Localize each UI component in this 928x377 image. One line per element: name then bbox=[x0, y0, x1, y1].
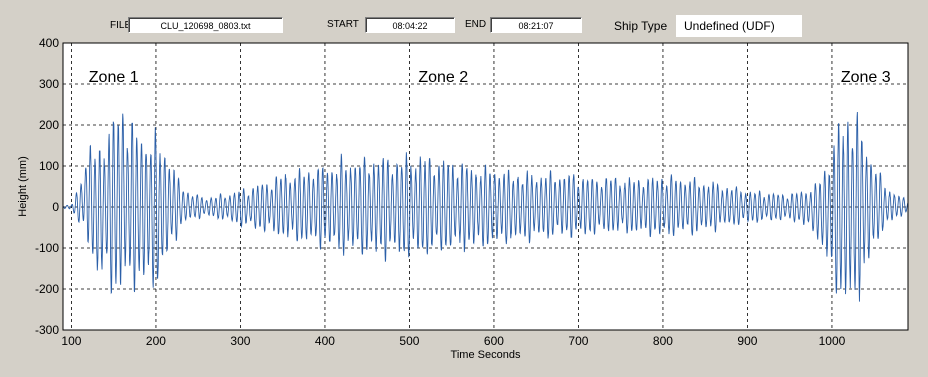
file-label: FILE bbox=[110, 18, 132, 34]
x-tick-label: 300 bbox=[230, 334, 250, 348]
grid-lines bbox=[63, 43, 908, 330]
plot-area bbox=[63, 43, 908, 330]
x-axis-label: Time Seconds bbox=[451, 349, 521, 361]
y-tick-label: 400 bbox=[39, 36, 59, 50]
x-tick-label: 900 bbox=[737, 334, 757, 348]
y-tick-label: 200 bbox=[39, 118, 59, 132]
y-axis-label: Height (mm) bbox=[17, 156, 29, 217]
y-tick-label: -200 bbox=[35, 282, 59, 296]
end-time-field[interactable]: 08:21:07 bbox=[490, 17, 582, 33]
y-tick-label: 0 bbox=[52, 200, 59, 214]
start-label: START bbox=[327, 17, 359, 33]
x-tick-label: 700 bbox=[568, 334, 588, 348]
y-tick-label: 300 bbox=[39, 77, 59, 91]
x-tick-label: 500 bbox=[399, 334, 419, 348]
file-field[interactable]: CLU_120698_0803.txt bbox=[128, 17, 283, 33]
x-axis-ticks: 100 200 300 400 500 600 700 800 900 1000 bbox=[61, 334, 845, 348]
zone-label: Zone 2 bbox=[418, 69, 468, 86]
plot-border bbox=[62, 42, 909, 331]
x-tick-label: 1000 bbox=[819, 334, 846, 348]
ship-type-label: Ship Type bbox=[614, 19, 668, 33]
x-tick-label: 800 bbox=[653, 334, 673, 348]
toolbar: FILE CLU_120698_0803.txt START 08:04:22 … bbox=[0, 0, 928, 40]
x-tick-label: 600 bbox=[484, 334, 504, 348]
y-tick-label: -100 bbox=[35, 241, 59, 255]
y-tick-label: 100 bbox=[39, 159, 59, 173]
end-label: END bbox=[465, 17, 487, 33]
zone-label: Zone 1 bbox=[89, 69, 139, 86]
wave-height-series bbox=[62, 112, 909, 302]
x-tick-label: 400 bbox=[315, 334, 335, 348]
zone-annotations: Zone 1 Zone 2 Zone 3 bbox=[89, 69, 891, 86]
x-tick-label: 100 bbox=[61, 334, 81, 348]
y-axis-ticks: 400 300 200 100 0 -100 -200 -300 bbox=[35, 36, 59, 337]
start-time-field[interactable]: 08:04:22 bbox=[365, 17, 455, 33]
ship-type-field[interactable]: Undefined (UDF) bbox=[676, 15, 802, 37]
zone-label: Zone 3 bbox=[841, 69, 891, 86]
y-tick-label: -300 bbox=[35, 323, 59, 337]
x-tick-label: 200 bbox=[146, 334, 166, 348]
